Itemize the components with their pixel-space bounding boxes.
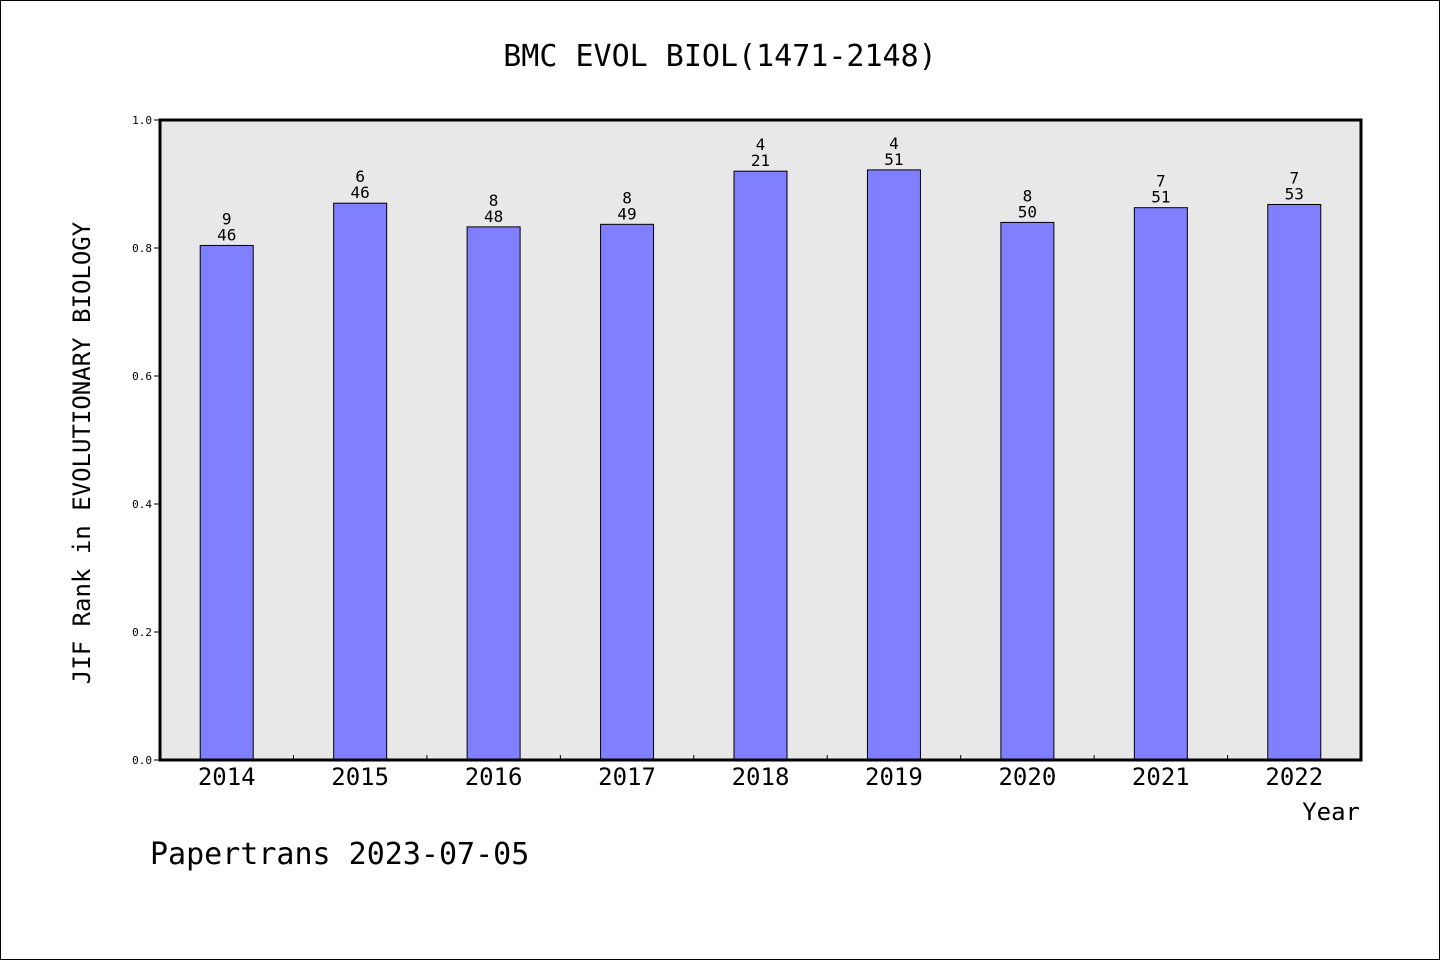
y-tick-label: 0.4	[132, 498, 152, 511]
x-tick-label: 2014	[198, 763, 256, 791]
y-tick-label: 1.0	[132, 114, 152, 127]
plot-border	[158, 118, 1363, 762]
bar-2018	[733, 170, 788, 761]
bar-total-label: 46	[217, 225, 236, 244]
bar-rank-label: 7	[1289, 168, 1299, 187]
x-tick-label: 2015	[331, 763, 389, 791]
bar-2015	[333, 202, 388, 761]
y-axis-label: JIF Rank in EVOLUTIONARY BIOLOGY	[68, 221, 96, 684]
bar-total-label: 49	[617, 204, 636, 223]
bars-group	[199, 169, 1322, 761]
bar-rank-label: 8	[489, 191, 499, 210]
bar-total-label: 53	[1285, 184, 1304, 203]
x-tick-label: 2016	[465, 763, 523, 791]
y-tick-label: 0.2	[132, 626, 152, 639]
bar-total-label: 51	[1151, 188, 1170, 207]
x-tick-label: 2020	[998, 763, 1056, 791]
x-tick-label: 2018	[732, 763, 790, 791]
x-tick-label: 2017	[598, 763, 656, 791]
y-axis: 0.0 0.2 0.4 0.6 0.8 1.0	[132, 114, 160, 767]
bar-rank-label: 4	[756, 135, 766, 154]
bar-rank-label: 8	[622, 188, 632, 207]
bar-2021	[1133, 207, 1188, 761]
bar-2017	[600, 223, 655, 761]
bar-rank-label: 9	[222, 209, 232, 228]
bar-2020	[1000, 221, 1055, 761]
x-tick-label: 2022	[1265, 763, 1323, 791]
x-tick-label: 2021	[1132, 763, 1190, 791]
chart-title: BMC EVOL BIOL(1471-2148)	[503, 39, 936, 74]
bar-total-label: 46	[351, 183, 370, 202]
bar-2016	[466, 226, 521, 761]
bar-2014	[199, 244, 254, 761]
bar-2022	[1267, 203, 1322, 761]
y-tick-label: 0.0	[132, 754, 152, 767]
x-axis: 2014 2015 2016 2017 2018 2019 2020 2021 2022	[198, 755, 1323, 791]
y-tick-label: 0.8	[132, 242, 152, 255]
bar-rank-label: 6	[355, 167, 365, 186]
x-axis-label: Year	[1302, 798, 1360, 826]
bar-total-label: 50	[1018, 202, 1037, 221]
bar-total-label: 48	[484, 207, 503, 226]
footer-text: Papertrans 2023-07-05	[150, 837, 529, 872]
bar-rank-label: 7	[1156, 172, 1166, 191]
bar-rank-label: 8	[1023, 186, 1033, 205]
bar-2019	[866, 169, 921, 761]
y-tick-label: 0.6	[132, 370, 152, 383]
bar-total-label: 21	[751, 151, 770, 170]
bar-total-label: 51	[884, 150, 903, 169]
x-tick-label: 2019	[865, 763, 923, 791]
bar-rank-label: 4	[889, 134, 899, 153]
